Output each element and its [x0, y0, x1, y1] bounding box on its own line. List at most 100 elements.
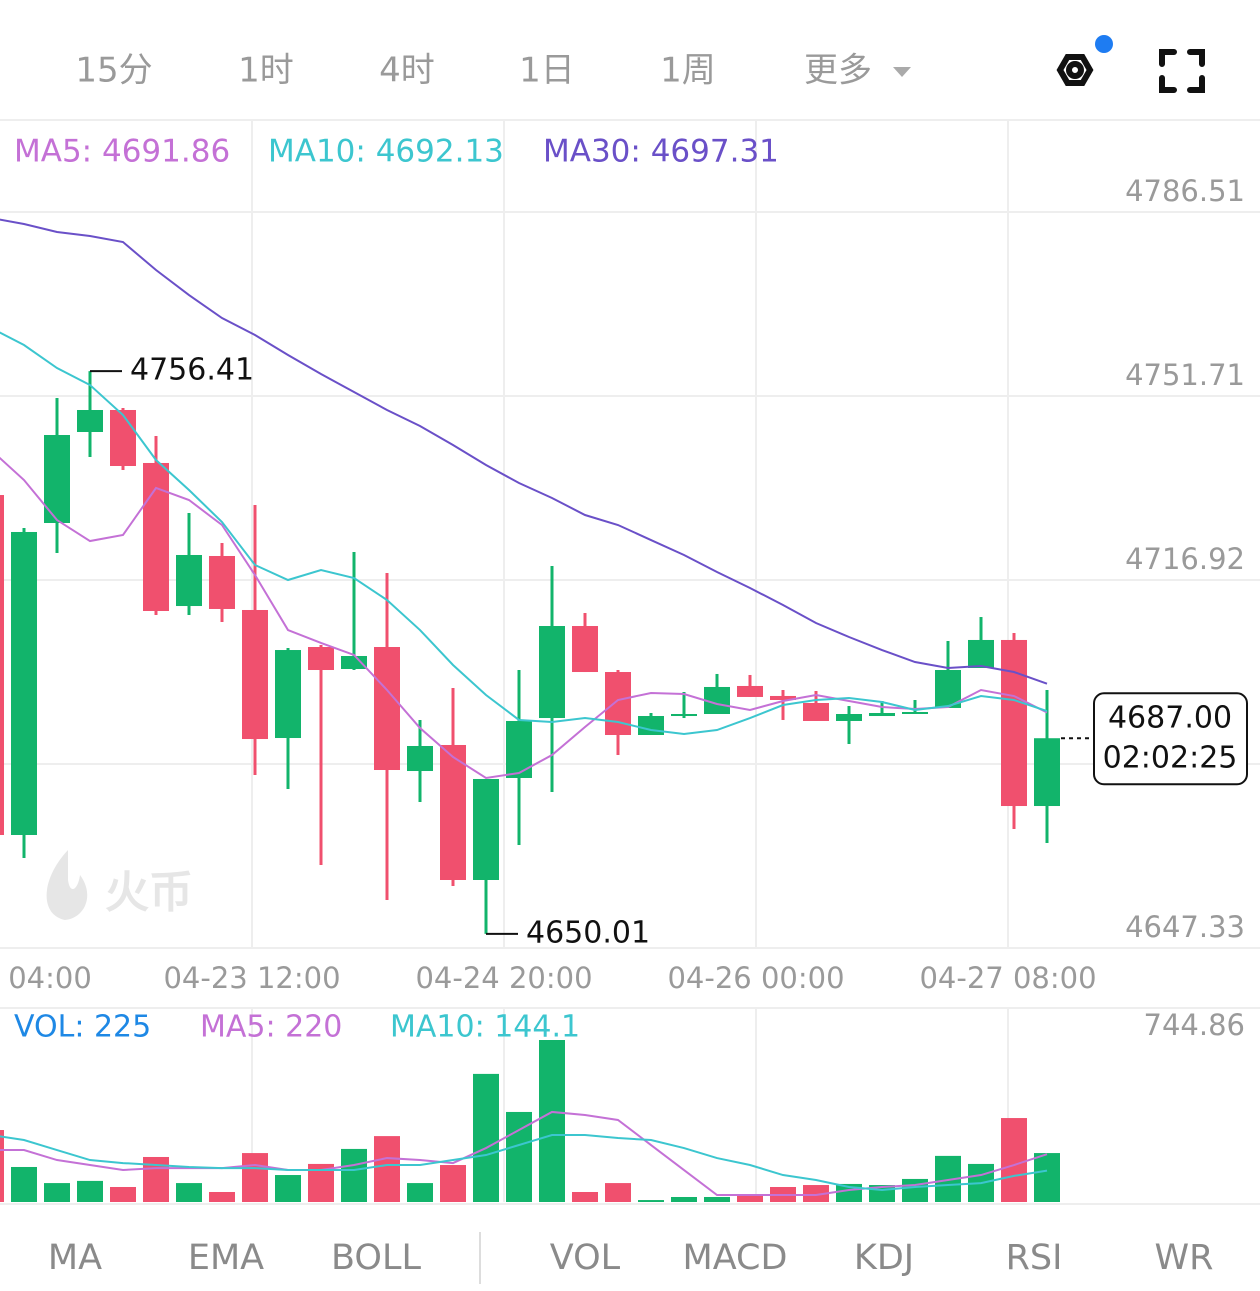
watermark-logo	[46, 850, 88, 920]
volume-bar	[704, 1196, 730, 1202]
interval-tab[interactable]: 4时	[379, 51, 435, 91]
y-tick-label: 4786.51	[1125, 174, 1245, 208]
candle-body	[572, 626, 598, 673]
price-box	[1093, 692, 1248, 786]
volume-bar	[572, 1191, 598, 1202]
candle-body	[407, 745, 433, 772]
candle-body	[0, 495, 4, 835]
volume-bar	[77, 1180, 103, 1202]
interval-tab[interactable]: 15分	[75, 51, 152, 91]
candle-body	[506, 720, 532, 778]
volume-bar	[1034, 1153, 1060, 1202]
volume-bar	[671, 1196, 697, 1202]
candle-body	[440, 744, 466, 880]
indicator-tab[interactable]: BOLL	[331, 1238, 421, 1278]
fullscreen-icon[interactable]	[1159, 49, 1205, 93]
candle-body	[869, 712, 895, 717]
settings-icon[interactable]	[1056, 54, 1094, 86]
countdown: 02:02:25	[1103, 741, 1238, 776]
candle-body	[242, 609, 268, 740]
x-tick-label: 04-26 00:00	[667, 961, 844, 995]
candle-body	[770, 695, 796, 700]
indicator-tab[interactable]: KDJ	[854, 1238, 914, 1278]
y-tick-label: 744.86	[1144, 1008, 1245, 1042]
legend-entry: MA30: 4697.31	[543, 134, 779, 170]
interval-tab[interactable]: 1日	[519, 51, 575, 91]
x-tick-label: 04-27 08:00	[919, 961, 1096, 995]
candle-body	[605, 672, 631, 735]
y-tick-label: 4751.71	[1125, 358, 1245, 392]
volume-bar	[737, 1195, 763, 1202]
volume-bar	[242, 1153, 268, 1202]
candle-body	[77, 409, 103, 432]
volume-bar	[110, 1186, 136, 1202]
volume-bar	[407, 1183, 433, 1202]
volume-bar	[803, 1185, 829, 1202]
candle-body	[473, 778, 499, 880]
candle-body	[671, 714, 697, 717]
candle-body	[638, 716, 664, 735]
volume-bar	[176, 1183, 202, 1202]
candle-body	[836, 714, 862, 721]
volume-ma-line	[0, 1110, 1048, 1197]
candle-body	[176, 554, 202, 607]
candle-body	[11, 531, 37, 835]
volume-bar	[275, 1175, 301, 1202]
volume-bar	[374, 1136, 400, 1202]
indicator-tab[interactable]: RSI	[1006, 1238, 1063, 1278]
candle-body	[275, 650, 301, 739]
dropdown-arrow	[893, 67, 911, 77]
interval-tab[interactable]: 1时	[238, 51, 294, 91]
indicator-tab[interactable]: EMA	[188, 1238, 264, 1278]
volume-bar	[44, 1183, 70, 1202]
x-tick-label: 04-24 20:00	[415, 961, 592, 995]
candle-body	[1001, 639, 1027, 807]
candle-body	[110, 409, 136, 466]
volume-bar	[1001, 1118, 1027, 1202]
max-label: 4756.41	[130, 353, 254, 388]
volume-bar	[638, 1200, 664, 1202]
volume-bar	[11, 1166, 37, 1202]
legend-entry: VOL: 225	[14, 1010, 151, 1045]
candle-body	[1034, 738, 1060, 807]
candle-body	[143, 462, 169, 611]
y-tick-label: 4647.33	[1125, 910, 1245, 944]
candle-body	[374, 647, 400, 771]
interval-tab[interactable]: 更多	[804, 51, 872, 91]
volume-bar	[0, 1130, 4, 1202]
last-price: 4687.00	[1108, 701, 1232, 736]
legend-entry: MA5: 220	[200, 1010, 342, 1045]
watermark: 火币	[105, 867, 193, 918]
volume-bar	[605, 1183, 631, 1202]
volume-bar	[902, 1178, 928, 1202]
y-tick-label: 4716.92	[1125, 542, 1245, 576]
legend-entry: MA10: 4692.13	[268, 134, 504, 170]
candle-body	[308, 647, 334, 671]
volume-bar	[539, 1040, 565, 1202]
candle-body	[968, 639, 994, 668]
volume-bar	[341, 1148, 367, 1202]
ma-line	[0, 331, 1048, 736]
volume-bar	[506, 1111, 532, 1202]
indicator-tab[interactable]: MA	[48, 1238, 102, 1278]
indicator-tab[interactable]: WR	[1155, 1238, 1214, 1278]
volume-bar	[440, 1165, 466, 1202]
indicator-tab[interactable]: VOL	[550, 1238, 621, 1278]
candle-body	[737, 685, 763, 697]
ma-line	[0, 218, 1048, 685]
x-tick-label: 04:00	[8, 961, 92, 995]
ma-line	[0, 456, 1048, 780]
volume-bar	[209, 1191, 235, 1202]
volume-bar	[473, 1073, 499, 1202]
candle-body	[539, 626, 565, 719]
candle-body	[341, 655, 367, 670]
volume-ma-line	[0, 1134, 1048, 1192]
candle-body	[803, 703, 829, 721]
candle-body	[209, 555, 235, 609]
candle-body	[902, 711, 928, 714]
indicator-tab[interactable]: MACD	[683, 1238, 788, 1278]
interval-tab[interactable]: 1周	[660, 51, 716, 91]
x-tick-label: 04-23 12:00	[163, 961, 340, 995]
